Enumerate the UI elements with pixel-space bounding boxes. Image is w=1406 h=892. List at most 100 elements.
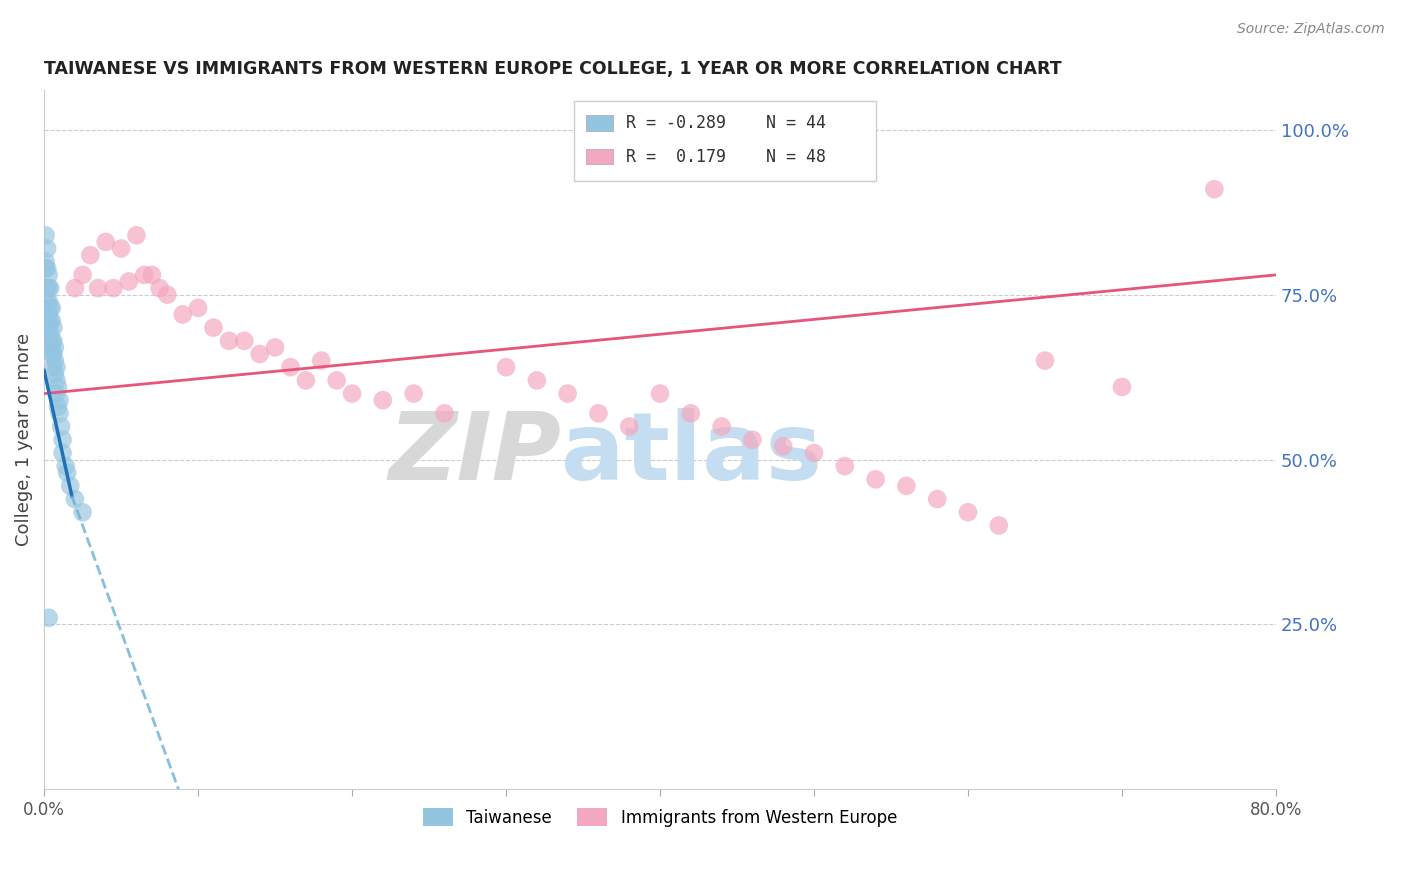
Point bbox=[433, 406, 456, 420]
Point bbox=[41, 301, 63, 315]
Point bbox=[42, 360, 65, 375]
Point bbox=[41, 314, 63, 328]
Text: ZIP: ZIP bbox=[388, 408, 561, 500]
Point bbox=[1204, 182, 1226, 196]
Point bbox=[218, 334, 240, 348]
Point bbox=[1111, 380, 1133, 394]
Point bbox=[141, 268, 163, 282]
Point bbox=[49, 419, 72, 434]
Point bbox=[619, 419, 641, 434]
Point bbox=[38, 308, 60, 322]
Point bbox=[172, 308, 194, 322]
Point bbox=[45, 360, 67, 375]
Point bbox=[325, 373, 347, 387]
Point bbox=[896, 479, 918, 493]
Point bbox=[94, 235, 117, 249]
Point bbox=[202, 320, 225, 334]
Point bbox=[371, 393, 394, 408]
Point bbox=[72, 505, 94, 519]
Point bbox=[311, 353, 333, 368]
Point bbox=[956, 505, 979, 519]
Point bbox=[56, 466, 79, 480]
Text: R =  0.179    N = 48: R = 0.179 N = 48 bbox=[626, 148, 825, 166]
Point bbox=[42, 334, 65, 348]
Point bbox=[38, 281, 60, 295]
Point bbox=[648, 386, 671, 401]
Point bbox=[48, 393, 70, 408]
Point bbox=[34, 254, 56, 268]
FancyBboxPatch shape bbox=[574, 101, 876, 181]
Point bbox=[55, 459, 77, 474]
Point bbox=[149, 281, 172, 295]
Point bbox=[125, 228, 148, 243]
Point bbox=[37, 242, 59, 256]
Point bbox=[63, 492, 86, 507]
Point bbox=[87, 281, 110, 295]
Point bbox=[52, 433, 75, 447]
Point bbox=[340, 386, 363, 401]
Bar bbox=[586, 149, 613, 164]
Point bbox=[42, 347, 65, 361]
Point bbox=[45, 373, 67, 387]
Point bbox=[495, 360, 517, 375]
Point bbox=[63, 281, 86, 295]
Point bbox=[44, 353, 66, 368]
Point bbox=[38, 611, 60, 625]
Point bbox=[134, 268, 156, 282]
Point bbox=[42, 320, 65, 334]
Point bbox=[679, 406, 702, 420]
Point bbox=[249, 347, 271, 361]
Point bbox=[987, 518, 1010, 533]
Point bbox=[741, 433, 763, 447]
Text: atlas: atlas bbox=[561, 408, 823, 500]
Point bbox=[187, 301, 209, 315]
Point bbox=[34, 261, 56, 276]
Point bbox=[710, 419, 733, 434]
Point bbox=[834, 459, 856, 474]
Point bbox=[38, 268, 60, 282]
Bar bbox=[586, 115, 613, 131]
Point bbox=[37, 294, 59, 309]
Legend: Taiwanese, Immigrants from Western Europe: Taiwanese, Immigrants from Western Europ… bbox=[416, 802, 904, 833]
Point bbox=[45, 386, 67, 401]
Point bbox=[588, 406, 610, 420]
Point bbox=[34, 228, 56, 243]
Point bbox=[110, 242, 132, 256]
Point bbox=[72, 268, 94, 282]
Point bbox=[865, 472, 887, 486]
Point bbox=[59, 479, 82, 493]
Point bbox=[803, 446, 825, 460]
Point bbox=[52, 446, 75, 460]
Point bbox=[48, 406, 70, 420]
Point bbox=[402, 386, 425, 401]
Point bbox=[39, 327, 62, 342]
Point bbox=[41, 334, 63, 348]
Point bbox=[46, 400, 69, 414]
Point bbox=[927, 492, 949, 507]
Point bbox=[103, 281, 125, 295]
Point bbox=[44, 340, 66, 354]
Point bbox=[39, 314, 62, 328]
Point bbox=[118, 275, 141, 289]
Point bbox=[39, 281, 62, 295]
Point bbox=[264, 340, 287, 354]
Point bbox=[37, 281, 59, 295]
Point bbox=[38, 294, 60, 309]
Point bbox=[557, 386, 579, 401]
Point bbox=[38, 320, 60, 334]
Point bbox=[772, 439, 794, 453]
Point bbox=[280, 360, 302, 375]
Point bbox=[41, 340, 63, 354]
Y-axis label: College, 1 year or more: College, 1 year or more bbox=[15, 334, 32, 546]
Text: Source: ZipAtlas.com: Source: ZipAtlas.com bbox=[1237, 22, 1385, 37]
Point bbox=[39, 301, 62, 315]
Point bbox=[79, 248, 101, 262]
Point bbox=[41, 347, 63, 361]
Point bbox=[46, 380, 69, 394]
Point bbox=[233, 334, 256, 348]
Text: R = -0.289    N = 44: R = -0.289 N = 44 bbox=[626, 114, 825, 132]
Point bbox=[1033, 353, 1056, 368]
Point bbox=[44, 367, 66, 381]
Point bbox=[37, 261, 59, 276]
Point bbox=[295, 373, 318, 387]
